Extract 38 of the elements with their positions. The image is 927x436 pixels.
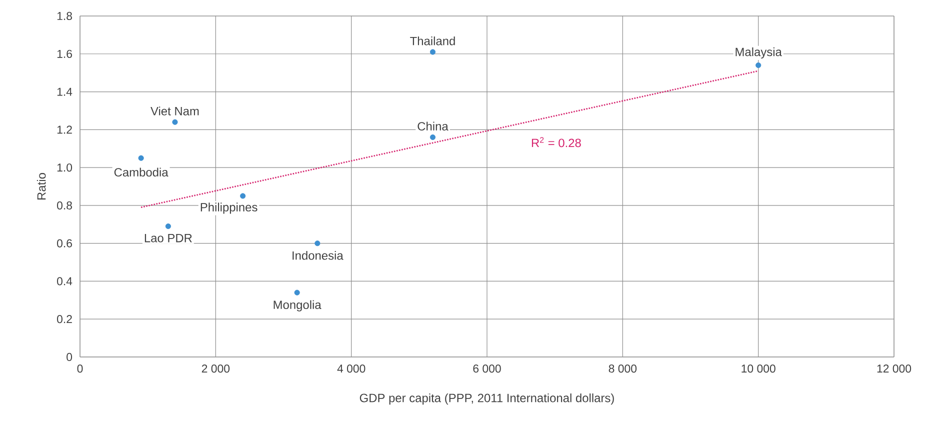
point — [294, 290, 300, 296]
point — [240, 193, 246, 199]
point — [138, 155, 144, 161]
x-tick-label: 4 000 — [337, 364, 366, 373]
y-axis-title: Ratio — [36, 173, 46, 200]
point — [314, 240, 320, 246]
y-tick-label: 1.0 — [57, 163, 72, 172]
y-tick-label: 1.4 — [57, 88, 72, 96]
annotation: Malaysia — [736, 47, 782, 59]
x-axis-title: GDP per capita (PPP, 2011 International dollars) — [360, 393, 614, 405]
point — [756, 62, 762, 68]
x-tick-label: 12 000 — [877, 364, 912, 373]
point — [165, 223, 171, 230]
annotation: Cambodia — [114, 168, 168, 177]
annotation: Viet Nam — [150, 106, 199, 116]
y-tick-label: 0.8 — [57, 201, 72, 210]
y-tick-label: 0.4 — [57, 277, 72, 286]
annotation: Lao PDR — [144, 234, 192, 242]
annotation: Philippines — [200, 202, 258, 214]
y-tick-label: 0.2 — [57, 315, 72, 324]
point — [430, 134, 436, 140]
x-tick-label: 6 000 — [473, 364, 501, 373]
x-tick-label: 2 000 — [202, 364, 230, 373]
annotation: Indonesia — [292, 251, 344, 260]
annotation: Mongolia — [274, 300, 322, 312]
x-tick-label: 8 000 — [608, 364, 637, 373]
y-tick-label: 1.6 — [57, 50, 72, 58]
point — [430, 49, 436, 55]
annotation: Thailand — [410, 36, 455, 46]
y-tick-label: 0.6 — [57, 239, 72, 248]
y-tick-label: 1.2 — [57, 126, 72, 134]
x-tick-label: 10 000 — [742, 364, 776, 373]
annotation: China — [418, 122, 448, 131]
x-tick-label: 0 — [77, 364, 83, 373]
point — [172, 119, 178, 125]
annotation: R$^{2}$ = 0.28 — [532, 137, 581, 148]
y-tick-label: 1.8 — [57, 12, 72, 20]
y-tick-label: 0 — [66, 352, 72, 362]
